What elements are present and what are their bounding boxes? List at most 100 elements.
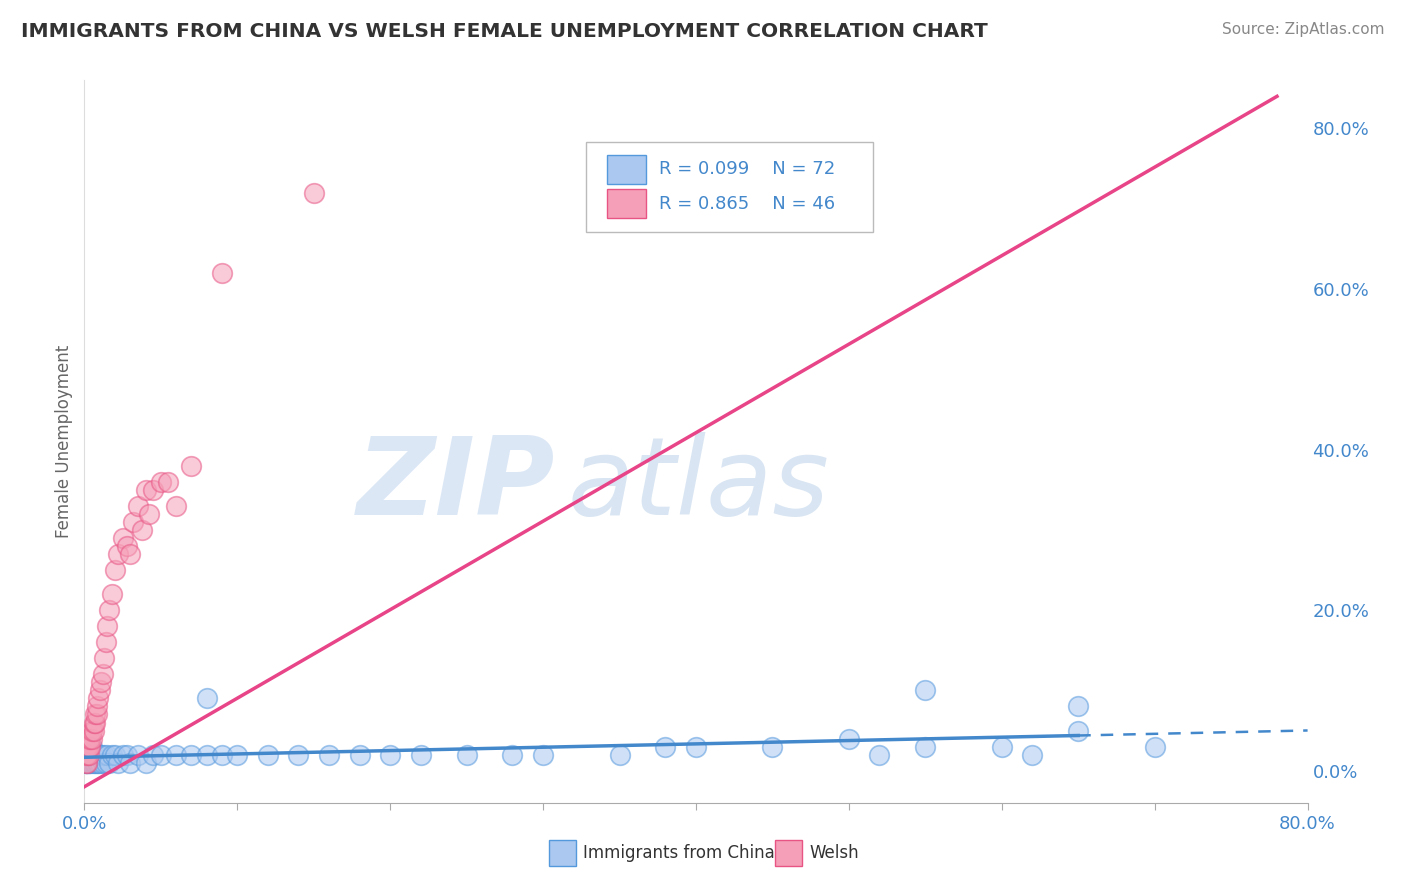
Point — [83, 756, 105, 770]
Point — [135, 483, 157, 497]
Point — [94, 756, 117, 770]
Point — [76, 747, 98, 762]
Point — [1067, 723, 1090, 738]
Point — [80, 756, 103, 770]
Point — [195, 747, 218, 762]
Point — [75, 747, 97, 762]
Point — [195, 691, 218, 706]
Point — [211, 266, 233, 280]
Point — [111, 747, 134, 762]
Point — [76, 739, 98, 754]
Point — [96, 619, 118, 633]
Point — [456, 747, 478, 762]
Point — [75, 756, 97, 770]
Point — [180, 747, 202, 762]
Point — [135, 756, 157, 770]
Point — [869, 747, 891, 762]
Bar — [550, 840, 576, 865]
Point — [77, 747, 100, 762]
Point — [104, 747, 127, 762]
Text: ZIP: ZIP — [357, 432, 555, 538]
Point — [107, 756, 129, 770]
Point — [80, 723, 103, 738]
Point — [94, 635, 117, 649]
Point — [77, 731, 100, 746]
Point — [97, 603, 120, 617]
Point — [91, 667, 114, 681]
Point — [149, 475, 172, 489]
Point — [101, 587, 124, 601]
Point — [609, 747, 631, 762]
Point — [914, 739, 936, 754]
Point — [1067, 699, 1090, 714]
Point — [1021, 747, 1043, 762]
Point — [80, 747, 103, 762]
Point — [226, 747, 249, 762]
Point — [991, 739, 1014, 754]
Text: R = 0.865    N = 46: R = 0.865 N = 46 — [659, 194, 835, 213]
Point — [83, 747, 105, 762]
Point — [122, 515, 145, 529]
Point — [83, 747, 105, 762]
Point — [127, 499, 149, 513]
Point — [97, 756, 120, 770]
Point — [86, 756, 108, 770]
Point — [87, 747, 110, 762]
Point — [115, 539, 138, 553]
Point — [77, 747, 100, 762]
Point — [287, 747, 309, 762]
Point — [502, 747, 524, 762]
Point — [1143, 739, 1166, 754]
Point — [86, 699, 108, 714]
Point — [531, 747, 554, 762]
Point — [149, 747, 172, 762]
Point — [115, 747, 138, 762]
Text: IMMIGRANTS FROM CHINA VS WELSH FEMALE UNEMPLOYMENT CORRELATION CHART: IMMIGRANTS FROM CHINA VS WELSH FEMALE UN… — [21, 22, 988, 41]
Point — [349, 747, 371, 762]
Point — [165, 747, 187, 762]
Point — [79, 756, 101, 770]
Point — [75, 739, 97, 754]
Point — [120, 547, 142, 561]
Point — [84, 715, 107, 730]
Text: atlas: atlas — [568, 433, 830, 537]
Point — [77, 739, 100, 754]
Point — [104, 563, 127, 577]
Bar — [776, 840, 803, 865]
Text: R = 0.099    N = 72: R = 0.099 N = 72 — [659, 161, 835, 178]
Point — [93, 747, 115, 762]
Bar — [606, 154, 645, 184]
Point — [76, 756, 98, 770]
Point — [380, 747, 402, 762]
Point — [120, 756, 142, 770]
Point — [79, 747, 101, 762]
Point — [77, 739, 100, 754]
Point — [654, 739, 676, 754]
Point — [107, 547, 129, 561]
Bar — [606, 189, 645, 219]
Point — [127, 747, 149, 762]
Point — [914, 683, 936, 698]
Point — [89, 756, 111, 770]
Point — [257, 747, 280, 762]
Point — [409, 747, 432, 762]
Text: Source: ZipAtlas.com: Source: ZipAtlas.com — [1222, 22, 1385, 37]
Point — [180, 458, 202, 473]
Point — [211, 747, 233, 762]
Point — [77, 756, 100, 770]
Point — [83, 723, 105, 738]
Point — [84, 747, 107, 762]
Point — [86, 747, 108, 762]
Point — [79, 739, 101, 754]
Point — [83, 715, 105, 730]
Point — [86, 707, 108, 722]
Point — [761, 739, 783, 754]
Point — [76, 747, 98, 762]
Point — [138, 507, 160, 521]
Point — [142, 483, 165, 497]
Point — [77, 756, 100, 770]
Point — [90, 675, 112, 690]
Point — [87, 756, 110, 770]
Point — [76, 747, 98, 762]
Point — [101, 747, 124, 762]
